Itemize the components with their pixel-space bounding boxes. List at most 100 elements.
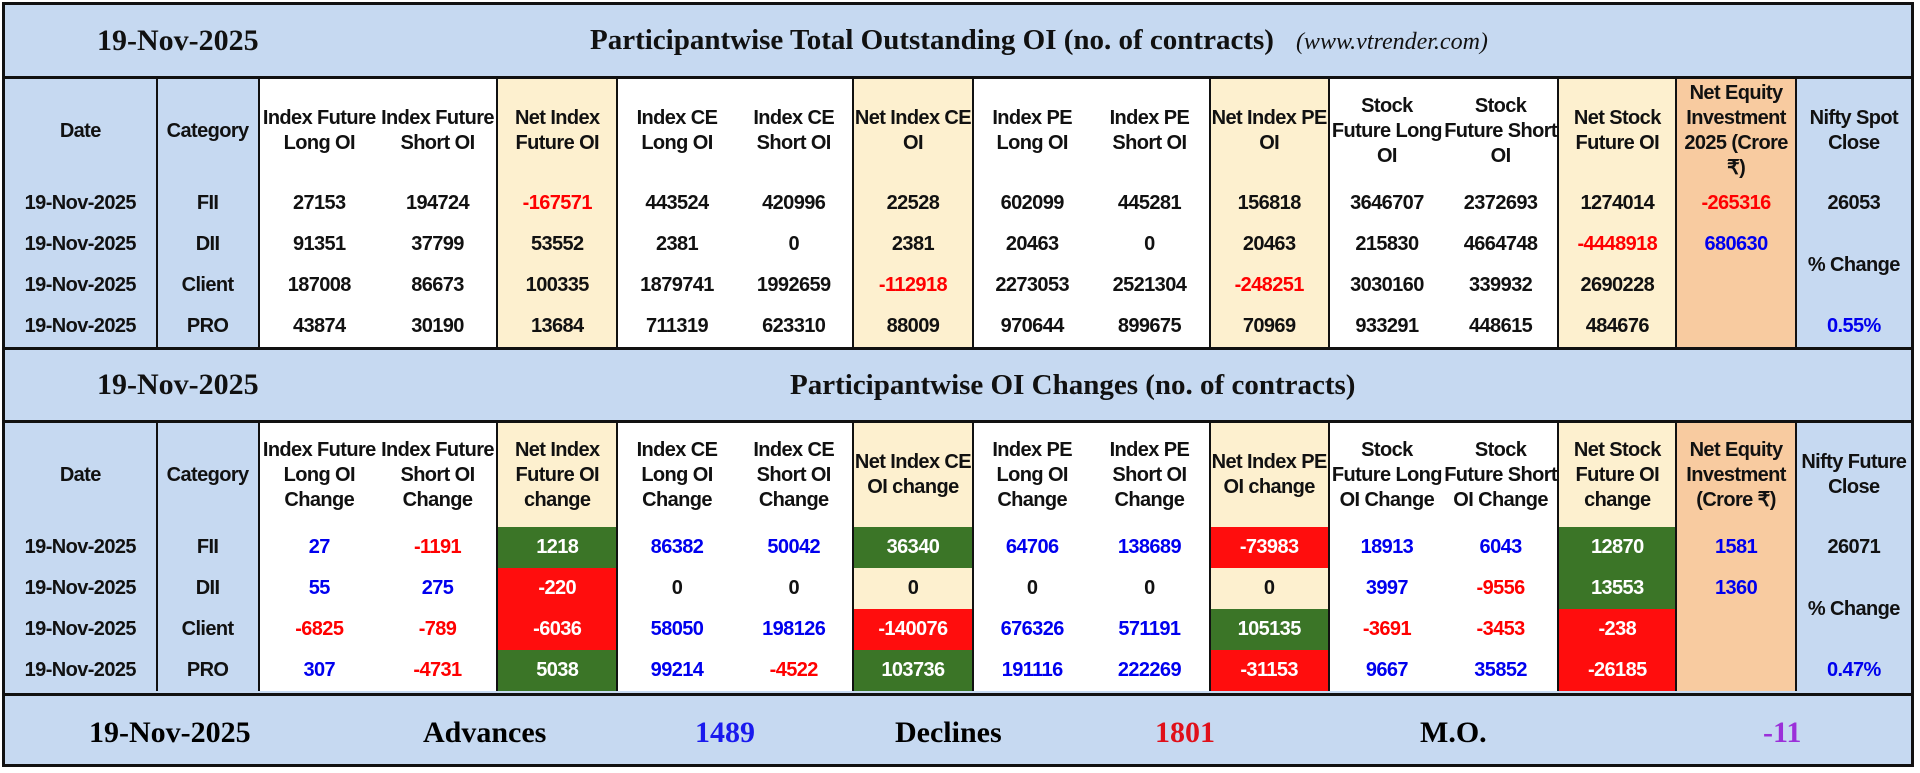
value-cell: -3691 — [1327, 609, 1444, 650]
value-cell: 22528 — [851, 183, 974, 224]
value-cell: 0 — [851, 568, 974, 609]
section1-title-bar: 19-Nov-2025 Participantwise Total Outsta… — [5, 5, 1911, 79]
column-header: Category — [155, 79, 259, 183]
value-cell: 9667 — [1327, 650, 1444, 691]
column-header: Stock Future Short OI Change — [1444, 423, 1559, 527]
value-cell: -167571 — [496, 183, 618, 224]
table-row: 19-Nov-2025 Client 187008 86673 100335 187974… — [5, 265, 1911, 347]
value-cell: 58050 — [616, 609, 736, 650]
value-cell: -6825 — [257, 609, 379, 650]
table-row: 19-Nov-2025 FII 27 -1191 1218 86382 50042 36340… — [5, 527, 1911, 568]
date-cell: 19-Nov-2025 — [5, 265, 157, 306]
date-cell: 19-Nov-2025 — [5, 527, 157, 568]
date-cell: 19-Nov-2025 — [5, 183, 157, 224]
value-cell: 3997 — [1327, 568, 1444, 609]
column-header: Index PE Long OI — [972, 79, 1091, 183]
date-cell: 19-Nov-2025 — [5, 650, 157, 691]
category-cell: PRO — [155, 650, 259, 691]
value-cell: 27153 — [257, 183, 379, 224]
value-cell: 275 — [378, 568, 498, 609]
date-cell: 19-Nov-2025 — [5, 609, 157, 650]
value-cell: 307 — [257, 650, 379, 691]
value-cell: 2521304 — [1090, 265, 1210, 306]
column-header: Net Index PE OI — [1208, 79, 1329, 183]
column-header: Net Index PE OI change — [1208, 423, 1329, 527]
change-value: 0.47% — [1794, 650, 1911, 691]
value-cell: 0 — [1090, 224, 1210, 265]
value-cell: 933291 — [1327, 306, 1444, 347]
change-label: % Change — [1794, 568, 1911, 650]
value-cell: -9556 — [1444, 568, 1559, 609]
column-header: Net Stock Future OI change — [1557, 423, 1677, 527]
value-cell: 445281 — [1090, 183, 1210, 224]
table-row: 19-Nov-2025 PRO 307 -4731 5038 99214 -4522 1037… — [5, 650, 1911, 691]
footer-date: 19-Nov-2025 — [89, 716, 251, 749]
value-cell: 156818 — [1208, 183, 1329, 224]
value-cell: 37799 — [378, 224, 498, 265]
value-cell: 623310 — [735, 306, 853, 347]
value-cell: 4664748 — [1444, 224, 1559, 265]
value-cell: -789 — [378, 609, 498, 650]
value-cell: 0 — [1208, 568, 1329, 609]
value-cell: 86673 — [378, 265, 498, 306]
value-cell: 35852 — [1444, 650, 1559, 691]
value-cell: 1274014 — [1557, 183, 1677, 224]
value-cell: 1581 — [1675, 527, 1796, 568]
declines-label: Declines — [895, 716, 1002, 749]
column-header: Index PE Long OI Change — [972, 423, 1091, 527]
section1-title-text: Participantwise Total Outstanding OI (no… — [590, 24, 1274, 56]
table-row: 19-Nov-2025 FII 27153 194724 -167571 443524 42… — [5, 183, 1911, 224]
column-header: Net Index Future OI change — [496, 423, 618, 527]
column-header: Date — [5, 79, 157, 183]
value-cell: 970644 — [972, 306, 1091, 347]
oi-changes-table: Date Category Index Future Long OI Change I… — [5, 423, 1911, 691]
nifty-close-value: 26071 — [1794, 527, 1911, 568]
value-cell: 91351 — [257, 224, 379, 265]
value-cell: 100335 — [496, 265, 618, 306]
table-row: 19-Nov-2025 PRO 43874 30190 13684 711319 62331… — [5, 306, 1911, 347]
column-header: Index Future Short OI — [378, 79, 498, 183]
section2-date: 19-Nov-2025 — [97, 368, 259, 401]
mo-value: -11 — [1763, 716, 1802, 749]
value-cell: 64706 — [972, 527, 1091, 568]
value-cell: 99214 — [616, 650, 736, 691]
value-cell: 711319 — [616, 306, 736, 347]
value-cell: 13553 — [1557, 568, 1677, 609]
value-cell: 103736 — [851, 650, 974, 691]
value-cell: 0 — [1090, 568, 1210, 609]
value-cell: 2372693 — [1444, 183, 1559, 224]
value-cell: 86382 — [616, 527, 736, 568]
column-header: Index Future Long OI — [257, 79, 379, 183]
value-cell: 13684 — [496, 306, 618, 347]
value-cell: -265316 — [1675, 183, 1796, 224]
value-cell: 105135 — [1208, 609, 1329, 650]
value-cell: -238 — [1557, 609, 1677, 650]
market-breadth-bar: 19-Nov-2025 Advances 1489 Declines 1801 … — [5, 693, 1911, 765]
value-cell: 12870 — [1557, 527, 1677, 568]
value-cell: 899675 — [1090, 306, 1210, 347]
value-cell: -31153 — [1208, 650, 1329, 691]
empty-cell — [1675, 265, 1796, 347]
value-cell: 0 — [616, 568, 736, 609]
header-row: Date Category Index Future Long OI Index Fu… — [5, 79, 1911, 183]
column-header: Net Index Future OI — [496, 79, 618, 183]
value-cell: 30190 — [378, 306, 498, 347]
change-value: 0.55% — [1794, 306, 1911, 347]
column-header: Index Future Short OI Change — [378, 423, 498, 527]
value-cell: 194724 — [378, 183, 498, 224]
date-cell: 19-Nov-2025 — [5, 568, 157, 609]
value-cell: 6043 — [1444, 527, 1559, 568]
value-cell: 2381 — [851, 224, 974, 265]
value-cell: 448615 — [1444, 306, 1559, 347]
value-cell: 215830 — [1327, 224, 1444, 265]
value-cell: 53552 — [496, 224, 618, 265]
column-header: Nifty Spot Close — [1794, 79, 1911, 183]
value-cell: 5038 — [496, 650, 618, 691]
section1-title: Participantwise Total Outstanding OI (no… — [590, 24, 1488, 57]
value-cell: 3030160 — [1327, 265, 1444, 306]
section2-title-bar: 19-Nov-2025 Participantwise OI Changes (… — [5, 347, 1911, 423]
outstanding-oi-table: Date Category Index Future Long OI Index Fu… — [5, 79, 1911, 347]
value-cell: 187008 — [257, 265, 379, 306]
value-cell: 27 — [257, 527, 379, 568]
